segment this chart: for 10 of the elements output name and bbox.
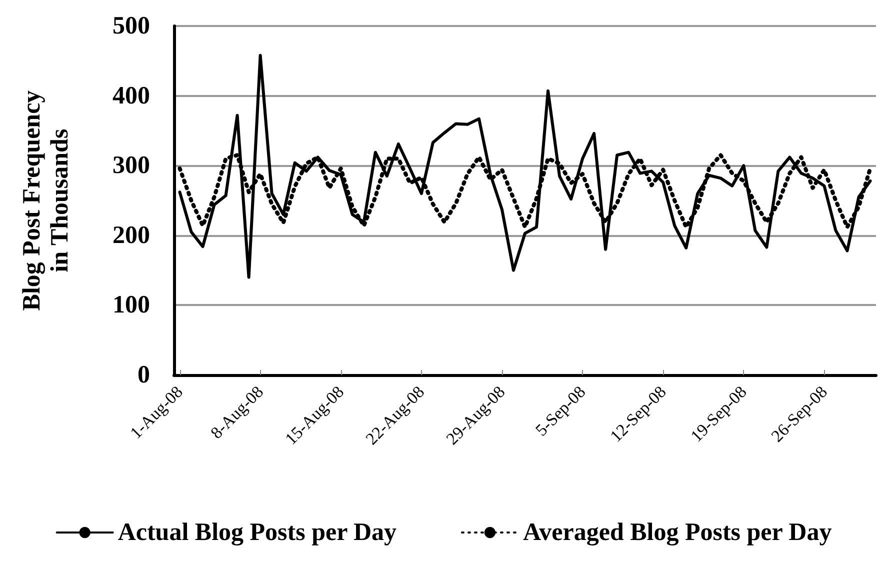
y-tick-label: 400: [112, 82, 150, 110]
legend-label: Averaged Blog Posts per Day: [522, 519, 832, 546]
y-axis-title: Blog Post Frequency in Thousands: [18, 90, 74, 311]
y-tick-label: 200: [112, 222, 150, 249]
y-tick-label: 300: [112, 152, 150, 180]
legend-label: Actual Blog Posts per Day: [118, 519, 398, 546]
y-tick-label: 100: [112, 292, 150, 319]
y-tick-label: 500: [112, 12, 150, 40]
line-series: [178, 54, 872, 279]
y-tick-label: 0: [138, 362, 150, 388]
